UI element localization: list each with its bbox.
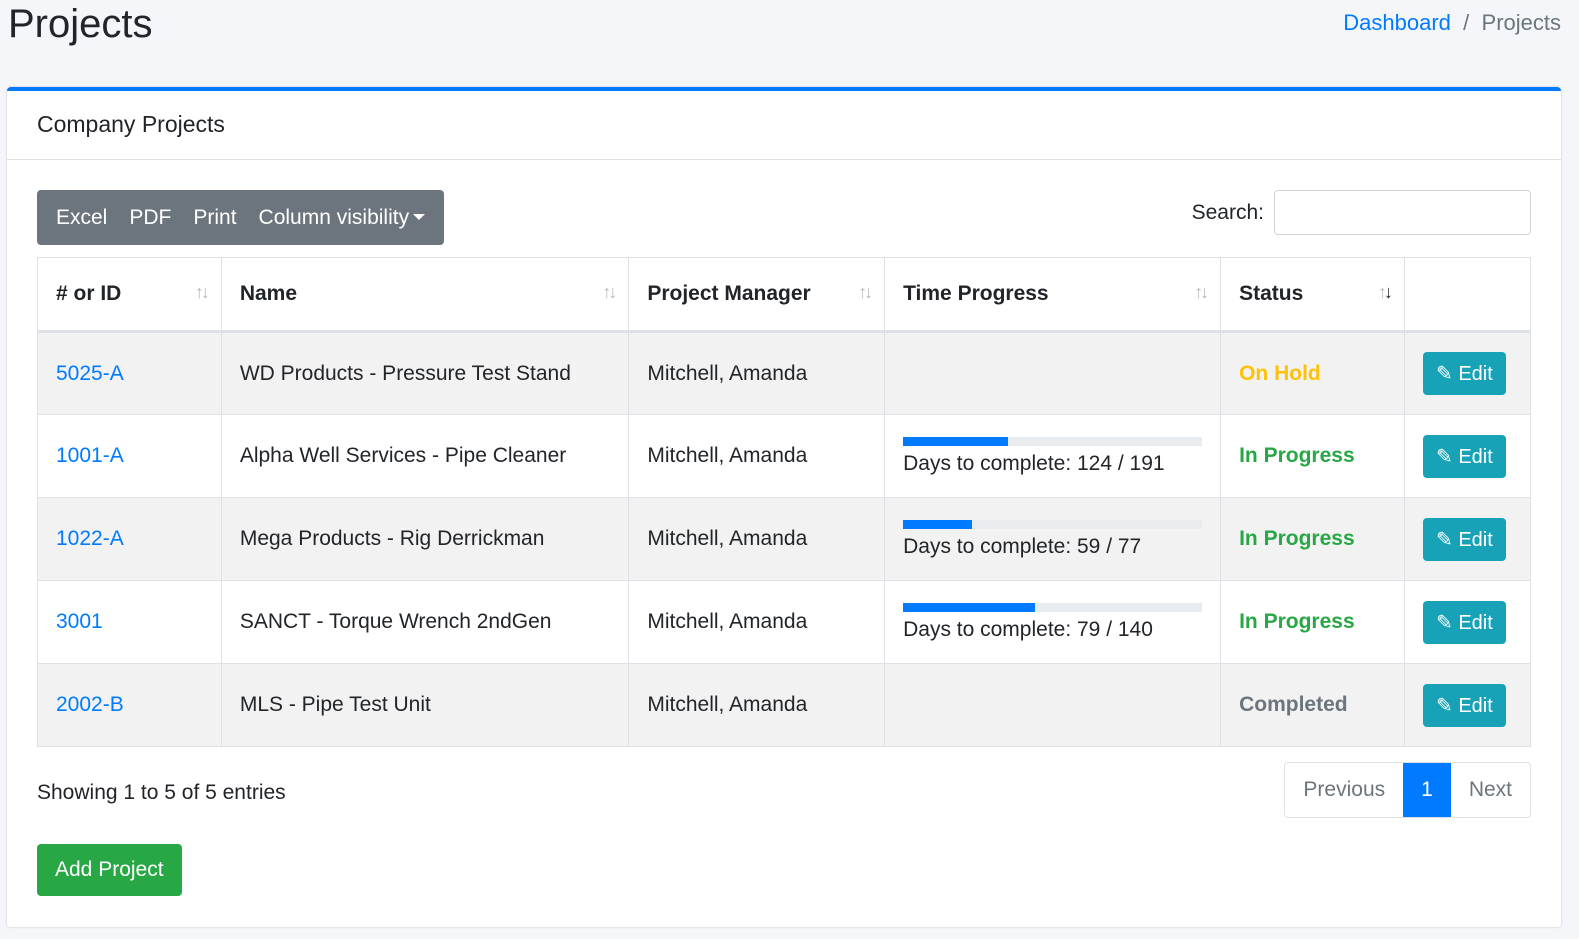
pencil-icon: ✎ — [1436, 694, 1453, 717]
project-name: Mega Products - Rig Derrickman — [220, 497, 630, 581]
column-header[interactable]: Status ↑↓ — [1220, 257, 1406, 333]
project-manager: Mitchell, Amanda — [628, 497, 886, 581]
project-id-link[interactable]: 2002-B — [56, 693, 124, 716]
edit-label: Edit — [1458, 694, 1493, 717]
project-id-link[interactable]: 1001-A — [56, 444, 124, 467]
time-progress: Days to complete: 124 / 191 — [884, 414, 1222, 498]
edit-button[interactable]: ✎ Edit — [1423, 683, 1506, 727]
table-info: Showing 1 to 5 of 5 entries — [37, 781, 286, 804]
search-label: Search: — [1191, 200, 1264, 224]
projects-card: Company Projects Excel PDF Print Column … — [7, 87, 1561, 927]
caret-down-icon — [413, 213, 426, 220]
project-id-link[interactable]: 3001 — [56, 610, 103, 633]
page-1-button[interactable]: 1 — [1403, 763, 1451, 817]
column-header-label: Name — [239, 282, 298, 305]
search: Search: — [1192, 190, 1531, 235]
status-badge: In Progress — [1239, 444, 1355, 467]
status-badge: Completed — [1239, 693, 1348, 716]
pencil-icon: ✎ — [1436, 528, 1453, 551]
sort-icon: ↑↓ — [1378, 282, 1393, 302]
column-header[interactable]: Project Manager ↑↓ — [628, 257, 886, 333]
excel-button[interactable]: Excel — [56, 205, 108, 229]
time-progress — [884, 331, 1222, 415]
edit-button[interactable]: ✎ Edit — [1423, 600, 1506, 644]
sort-icon: ↑↓ — [858, 282, 873, 302]
column-header — [1404, 257, 1531, 333]
pdf-button[interactable]: PDF — [129, 205, 172, 229]
sort-icon: ↑↓ — [602, 282, 617, 302]
status-badge: In Progress — [1239, 610, 1355, 633]
project-manager: Mitchell, Amanda — [628, 414, 886, 498]
progress-text: Days to complete: 59 / 77 — [903, 534, 1142, 558]
column-visibility-label: Column visibility — [258, 205, 410, 229]
sort-icon: ↑↓ — [1194, 282, 1209, 302]
add-project-button[interactable]: Add Project — [37, 844, 182, 896]
project-manager: Mitchell, Amanda — [628, 580, 886, 664]
edit-label: Edit — [1458, 528, 1493, 551]
project-id-link[interactable]: 5025-A — [56, 361, 124, 385]
progress-bar — [903, 436, 1203, 446]
table-row: 5025-A WD Products - Pressure Test Stand… — [37, 331, 1531, 415]
projects-table: # or ID ↑↓ Name ↑↓ Project Manager ↑↓ Time Pro… — [37, 257, 1531, 747]
progress-bar — [903, 602, 1203, 612]
column-header-label: # or ID — [56, 282, 122, 305]
breadcrumb-dashboard-link[interactable]: Dashboard — [1343, 10, 1451, 35]
table-row: 2002-B MLS - Pipe Test Unit Mitchell, Am… — [37, 663, 1531, 747]
edit-label: Edit — [1458, 363, 1493, 385]
time-progress — [884, 663, 1222, 747]
table-row: 1022-A Mega Products - Rig Derrickman Mi… — [37, 497, 1531, 581]
column-header-label: Project Manager — [647, 282, 811, 305]
column-header[interactable]: Name ↑↓ — [220, 257, 630, 333]
print-button[interactable]: Print — [193, 205, 237, 229]
breadcrumb: Dashboard / Projects — [1343, 10, 1561, 36]
page-title: Projects — [8, 2, 153, 46]
breadcrumb-separator: / — [1463, 10, 1470, 35]
card-title: Company Projects — [7, 91, 1561, 160]
edit-button[interactable]: ✎ Edit — [1423, 352, 1506, 395]
column-header[interactable]: Time Progress ↑↓ — [884, 257, 1222, 333]
column-header-label: Time Progress — [903, 282, 1049, 305]
pagination: Previous 1 Next — [1284, 762, 1531, 818]
edit-label: Edit — [1458, 611, 1493, 634]
project-name: SANCT - Torque Wrench 2ndGen — [220, 580, 630, 664]
project-name: MLS - Pipe Test Unit — [220, 663, 630, 747]
pencil-icon: ✎ — [1436, 363, 1453, 385]
edit-button[interactable]: ✎ Edit — [1423, 434, 1506, 478]
column-header-label: Status — [1239, 282, 1304, 305]
search-input[interactable] — [1274, 190, 1531, 235]
project-name: WD Products - Pressure Test Stand — [220, 331, 630, 415]
status-badge: In Progress — [1239, 527, 1355, 550]
next-button[interactable]: Next — [1468, 778, 1512, 801]
table-row: 1001-A Alpha Well Services - Pipe Cleane… — [37, 414, 1531, 498]
project-manager: Mitchell, Amanda — [628, 663, 886, 747]
progress-bar — [903, 519, 1203, 529]
table-row: 3001 SANCT - Torque Wrench 2ndGen Mitche… — [37, 580, 1531, 664]
progress-text: Days to complete: 124 / 191 — [903, 451, 1165, 475]
edit-button[interactable]: ✎ Edit — [1423, 517, 1506, 561]
time-progress: Days to complete: 59 / 77 — [884, 497, 1222, 581]
breadcrumb-current: Projects — [1481, 10, 1561, 35]
edit-label: Edit — [1458, 445, 1493, 468]
project-id-link[interactable]: 1022-A — [56, 527, 124, 550]
column-header[interactable]: # or ID ↑↓ — [37, 257, 222, 333]
status-badge: On Hold — [1239, 361, 1321, 385]
export-toolbar: Excel PDF Print Column visibility — [37, 190, 445, 245]
project-manager: Mitchell, Amanda — [628, 331, 886, 415]
column-visibility-button[interactable]: Column visibility — [248, 206, 437, 230]
progress-text: Days to complete: 79 / 140 — [903, 617, 1153, 641]
pencil-icon: ✎ — [1436, 445, 1453, 468]
pencil-icon: ✎ — [1436, 611, 1453, 634]
previous-button[interactable]: Previous — [1303, 778, 1386, 801]
sort-icon: ↑↓ — [194, 282, 210, 302]
time-progress: Days to complete: 79 / 140 — [884, 580, 1222, 664]
project-name: Alpha Well Services - Pipe Cleaner — [220, 414, 630, 498]
